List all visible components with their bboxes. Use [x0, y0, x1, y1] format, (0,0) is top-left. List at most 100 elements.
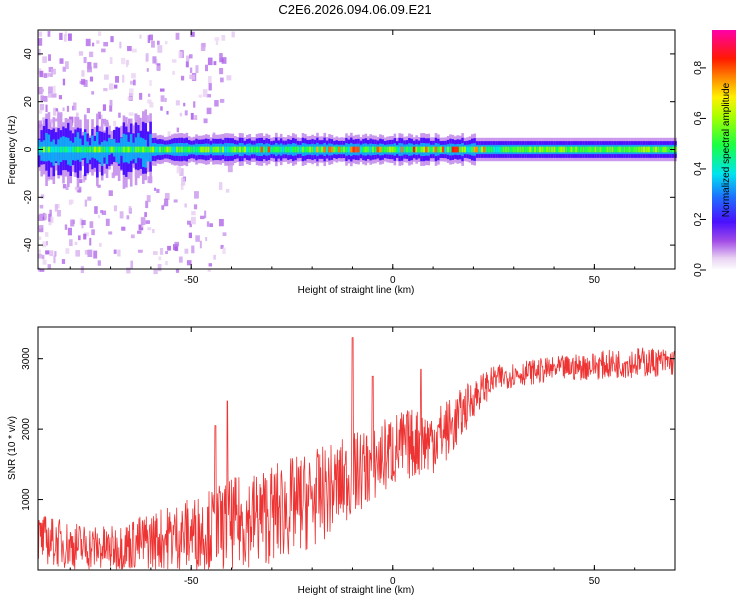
snr-panel: -50 0 50 1000 2000 3000 Height of straight li… — [7, 326, 676, 596]
spectrogram-band — [117, 142, 121, 164]
spectrogram-band-core — [475, 146, 479, 153]
spectrogram-cell — [39, 268, 45, 272]
spectrogram-band-core — [321, 146, 324, 153]
spectrogram-cell — [38, 253, 43, 259]
snr-ytick-label: 1000 — [21, 488, 32, 511]
spectrogram-band-core — [59, 146, 63, 153]
spectrogram-band-core — [282, 146, 285, 153]
spectrogram-band-core — [468, 146, 472, 153]
spectrogram-cell — [119, 41, 122, 49]
spectrogram-band-core — [238, 146, 242, 153]
spectrogram-cell — [184, 248, 189, 254]
spectrogram-band — [91, 135, 94, 158]
spectrogram-cell — [47, 73, 53, 77]
spectrogram-band-core — [100, 146, 104, 153]
spectrogram-cell — [139, 34, 142, 39]
spectrogram-band-core — [623, 146, 626, 153]
spectrogram-band-core — [432, 146, 435, 153]
spectrogram-band-core — [594, 146, 597, 153]
spectrogram-cell — [222, 247, 226, 254]
spectrogram-band-core — [279, 146, 283, 153]
spectrogram-cell — [176, 166, 182, 174]
spectrogram-xtick-label: -50 — [184, 275, 199, 286]
spectrogram-cell — [110, 36, 114, 43]
spectrogram-cell — [47, 264, 51, 269]
spectrogram-cell — [113, 249, 117, 254]
spectrogram-band-core — [168, 146, 172, 153]
spectrogram-cell — [109, 99, 113, 107]
colorbar-tick-label: 0.2 — [693, 212, 704, 226]
spectrogram-ylabel: Frequency (Hz) — [7, 116, 18, 185]
spectrogram-cell — [48, 54, 51, 61]
spectrogram-cell — [39, 213, 44, 221]
spectrogram-band-core — [444, 146, 447, 153]
spectrogram-cell — [165, 261, 168, 266]
spectrogram-band-core — [608, 146, 612, 153]
spectrogram-cell — [183, 102, 186, 107]
spectrogram-cell — [161, 205, 165, 210]
spectrogram-cell — [128, 112, 134, 116]
spectrogram-band-core — [231, 146, 235, 153]
spectrogram-cell — [50, 119, 53, 123]
spectrogram-cell — [205, 237, 208, 242]
spectrogram-cell — [92, 42, 95, 47]
spectrogram-cell — [86, 107, 90, 114]
spectrogram-band-core — [296, 146, 300, 153]
spectrogram-cell — [80, 266, 85, 274]
spectrogram-cell — [105, 218, 110, 226]
spectrogram-band — [108, 137, 111, 155]
spectrogram-band-core — [403, 146, 406, 153]
spectrogram-band-core — [396, 146, 399, 153]
spectrogram-band-core — [151, 146, 155, 153]
spectrogram-cell — [45, 250, 50, 255]
spectrogram-cell — [172, 70, 175, 75]
spectrogram-cell — [48, 213, 52, 222]
spectrogram-cell — [220, 244, 224, 249]
spectrogram-band-core — [277, 146, 281, 153]
spectrogram-band-core — [250, 146, 254, 153]
spectrogram-cell — [64, 31, 68, 36]
spectrogram-band-core — [369, 146, 373, 153]
spectrogram-cell — [117, 249, 121, 257]
spectrogram-cell — [191, 211, 196, 216]
spectrogram-cell — [87, 196, 92, 201]
spectrogram-cell — [205, 64, 209, 72]
spectrogram-band-core — [359, 146, 363, 153]
spectrogram-cell — [56, 209, 61, 217]
spectrogram-cell — [43, 73, 48, 78]
spectrogram-cell — [42, 241, 47, 248]
spectrogram-cell — [190, 31, 195, 37]
spectrogram-band-core — [536, 146, 539, 153]
spectrogram-band-core — [427, 146, 431, 153]
spectrogram-band-core — [330, 146, 334, 153]
spectrogram-cell — [51, 93, 57, 98]
spectrogram-band-core — [591, 146, 595, 153]
spectrogram-band-core — [497, 146, 501, 153]
spectrogram-cell — [87, 61, 92, 70]
spectrogram-cell — [175, 32, 180, 40]
spectrogram-cell — [104, 74, 109, 80]
spectrogram-cell — [222, 232, 227, 236]
spectrogram-cell — [39, 70, 44, 78]
snr-ytick-label: 2000 — [21, 418, 32, 441]
spectrogram-cell — [84, 250, 88, 255]
spectrogram-cell — [64, 224, 68, 230]
snr-marks — [37, 337, 676, 570]
snr-frame — [37, 326, 676, 571]
spectrogram-cell — [62, 184, 67, 189]
spectrogram-cell — [207, 57, 213, 66]
spectrogram-cell — [152, 229, 155, 234]
spectrogram-cell — [165, 251, 168, 255]
spectrogram-band-core — [258, 146, 261, 153]
spectrogram-band — [146, 146, 150, 162]
spectrogram-cell — [203, 118, 208, 124]
spectrogram-band-core — [71, 146, 75, 153]
spectrogram-cell — [186, 260, 192, 266]
spectrogram-band-core — [408, 146, 411, 153]
spectrogram-cell — [157, 45, 163, 53]
spectrogram-cell — [187, 220, 191, 225]
spectrogram-cell — [164, 198, 169, 207]
spectrogram-cell — [39, 88, 44, 93]
spectrogram-band-core — [596, 146, 600, 153]
spectrogram-cell — [59, 58, 64, 64]
